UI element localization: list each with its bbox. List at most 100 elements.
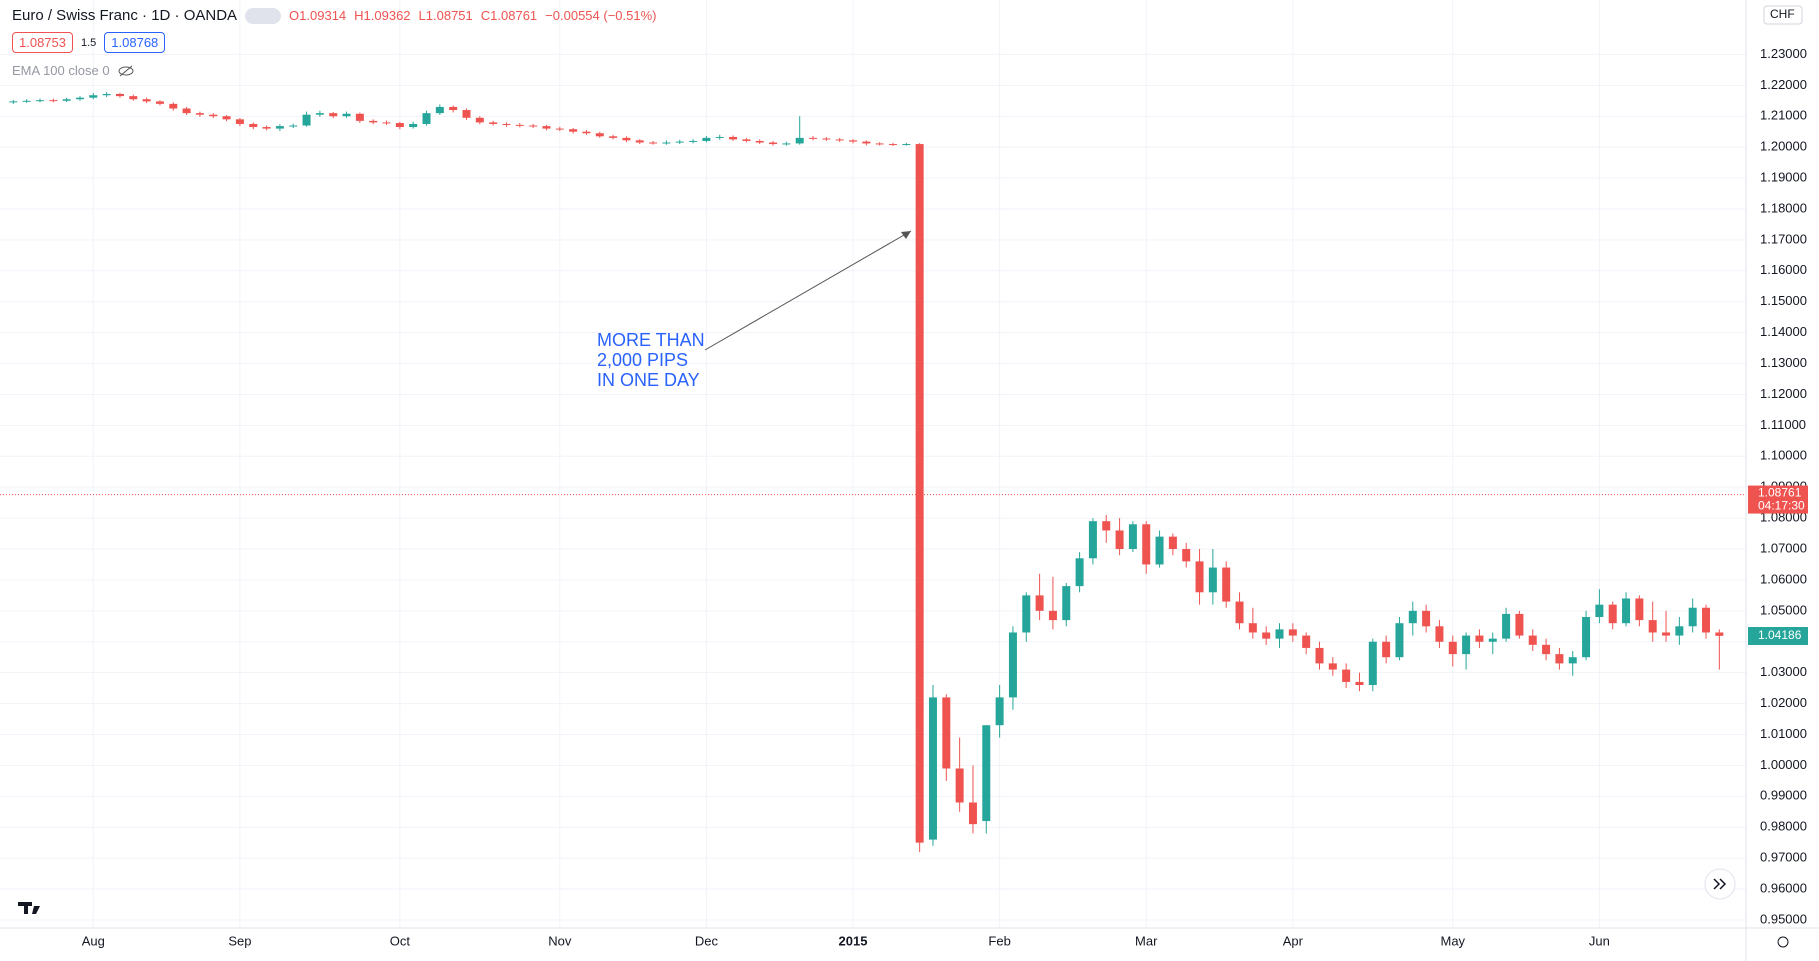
candle-body [75, 97, 84, 100]
annotation-arrow [704, 230, 912, 351]
candle-body [1315, 647, 1324, 664]
symbol-title: Euro / Swiss Franc · 1D · OANDA [12, 7, 238, 24]
y-tick-label: 1.20000 [1760, 139, 1807, 154]
price-label-bg [1748, 485, 1808, 514]
candle-body [275, 126, 284, 129]
last-price-bg [1748, 626, 1808, 645]
y-tick-label: 1.21000 [1760, 108, 1807, 123]
candle-body [249, 123, 258, 128]
candle-body [22, 100, 31, 102]
candle-body [769, 142, 778, 145]
y-tick-label: 1.02000 [1760, 695, 1807, 710]
candle-body [862, 141, 871, 144]
candle-body [1662, 632, 1671, 636]
candle-body [235, 119, 244, 124]
candle-body [1048, 610, 1057, 621]
candle-body [1302, 635, 1311, 648]
candle-body [622, 137, 631, 141]
legend-close: C1.08761 [480, 8, 538, 23]
y-tick-label: 0.98000 [1760, 819, 1807, 834]
indicator-label[interactable]: EMA 100 close 0 [12, 63, 110, 78]
candle-body [649, 142, 658, 144]
candle-body [289, 125, 298, 127]
candle-body [1675, 626, 1684, 636]
candle-body [222, 116, 231, 120]
legend-high: H1.09362 [354, 8, 411, 23]
candle-body [502, 123, 511, 125]
countdown-label: 04:17:30 [1758, 499, 1805, 513]
candle-body [1688, 607, 1697, 627]
ask-button[interactable]: 1.08768 [104, 32, 166, 53]
candle-body [1435, 626, 1444, 642]
candle-body [675, 141, 684, 143]
candle-body [1528, 635, 1537, 645]
candle-body [1582, 617, 1591, 658]
candle-body [809, 137, 818, 139]
candle-body [968, 802, 977, 825]
y-tick-label: 1.11000 [1760, 417, 1806, 432]
trade-row: 1.08753 1.5 1.08768 [12, 32, 166, 53]
candle-body [1342, 669, 1351, 682]
candle-body [782, 143, 791, 145]
y-tick-label: 1.19000 [1760, 169, 1807, 184]
x-tick-label: Dec [695, 933, 719, 948]
candle-body [1462, 635, 1471, 655]
x-tick-label: Feb [988, 933, 1010, 948]
candle-body [1608, 604, 1617, 624]
candle-body [115, 93, 124, 97]
candle-body [689, 140, 698, 142]
candle-body [902, 144, 911, 146]
candle-body [1035, 595, 1044, 611]
candle-body [1195, 561, 1204, 593]
y-tick-label: 1.01000 [1760, 726, 1807, 741]
candle-body [982, 725, 991, 822]
currency-button[interactable] [1763, 5, 1803, 25]
y-tick-label: 1.22000 [1760, 77, 1807, 92]
scroll-icon [1713, 878, 1727, 890]
candle-body [542, 126, 551, 129]
candle-body [395, 123, 404, 128]
x-tick-label: Jun [1589, 933, 1610, 948]
status-pill[interactable] [245, 7, 282, 24]
candle-body [475, 117, 484, 123]
candle-body [1235, 601, 1244, 624]
y-tick-label: 1.15000 [1760, 293, 1807, 308]
candle-body [435, 106, 444, 114]
bid-button[interactable]: 1.08753 [12, 32, 73, 53]
y-tick-label: 1.10000 [1760, 448, 1807, 463]
x-tick-label: Mar [1135, 933, 1158, 948]
candle-body [1275, 629, 1284, 639]
candle-body [155, 101, 164, 104]
y-tick-label: 1.12000 [1760, 386, 1807, 401]
x-tick-label: Nov [548, 933, 572, 948]
candle-body [102, 93, 111, 96]
annotation-arrowhead [901, 231, 911, 239]
candle-body [342, 113, 351, 117]
candle-body [849, 140, 858, 142]
logo[interactable] [18, 902, 40, 914]
annotation-text: IN ONE DAY [597, 370, 700, 390]
settings-icon[interactable] [1777, 936, 1789, 948]
hidden-icon[interactable] [118, 65, 134, 77]
candle-body [662, 142, 671, 144]
candle-body [489, 122, 498, 124]
x-tick-label: Oct [390, 933, 411, 948]
candle-body [62, 99, 71, 101]
candle-body [195, 113, 204, 115]
y-tick-label: 1.23000 [1760, 46, 1807, 61]
candle-body [209, 114, 218, 117]
x-tick-label: May [1440, 933, 1465, 948]
candle-body [1102, 521, 1111, 531]
candle-body [1355, 681, 1364, 686]
candle-body [795, 137, 804, 144]
y-tick-label: 1.05000 [1760, 602, 1807, 617]
candle-body [729, 136, 738, 140]
y-tick-label: 1.07000 [1760, 540, 1807, 555]
candle-body [1128, 524, 1137, 550]
candle-body [1168, 536, 1177, 550]
candle-body [1555, 654, 1564, 664]
candle-body [755, 140, 764, 143]
candle-body [1382, 641, 1391, 658]
header: Euro / Swiss Franc · 1D · OANDA O1.09314… [12, 7, 656, 24]
x-tick-label: 2015 [839, 933, 868, 948]
